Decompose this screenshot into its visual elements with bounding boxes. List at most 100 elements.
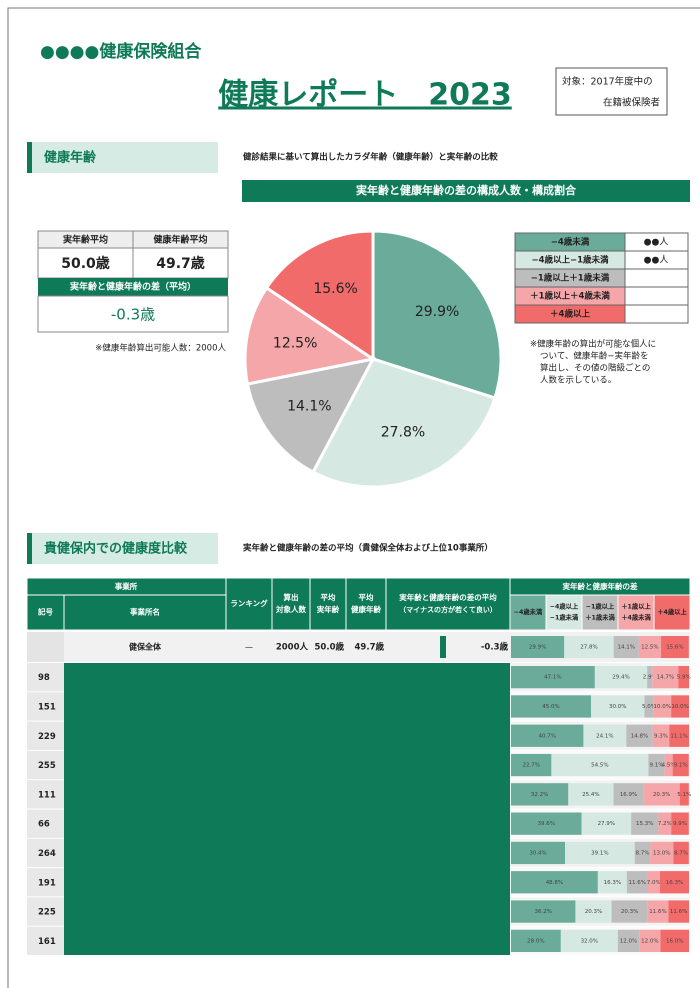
code-cell: [27, 897, 64, 926]
dist-segment: [568, 783, 614, 806]
chart-note: ※健康年齢の算出が可能な個人に: [530, 339, 656, 350]
chart-title-bar: [242, 180, 690, 202]
dist-label: 22.7%: [522, 763, 539, 769]
dist-header: −4歳以上: [550, 602, 579, 611]
dist-segment: [597, 871, 627, 894]
dist-segment: [594, 666, 648, 689]
row-code: 255: [38, 761, 56, 771]
diff-bar: [440, 636, 446, 658]
dist-segment: [678, 666, 689, 689]
column-header: 算出: [284, 592, 299, 602]
dist-segment: [617, 929, 640, 952]
total-code-cell: [27, 632, 64, 662]
chart-title: 実年齢と健康年齢の差の構成人数・構成割合: [356, 183, 577, 197]
pie-slice: [311, 357, 497, 489]
column-header: ランキング: [230, 598, 268, 608]
section-title: 健康年齢: [44, 150, 97, 166]
summary-diff-cell: [37, 295, 229, 333]
header-cell: [26, 594, 65, 631]
dist-segment: [653, 695, 672, 718]
summary-header: 健康年齢平均: [153, 234, 207, 246]
row-code: 111: [38, 790, 56, 800]
dist-segment: [668, 900, 689, 923]
dist-segment: [511, 871, 598, 894]
dist-segment: [611, 900, 648, 923]
row-code: 191: [38, 878, 56, 888]
dist-segment: [511, 812, 582, 835]
dist-header: −1歳未満: [550, 613, 579, 622]
dist-label: 32.2%: [531, 792, 548, 798]
dist-segment: [626, 871, 648, 894]
dist-label: 20.3%: [585, 909, 602, 915]
dist-segment: [631, 812, 659, 835]
row-code: 264: [38, 849, 56, 859]
pie-slice: [371, 229, 503, 400]
dist-label: 11.6%: [628, 880, 645, 886]
row-code: 229: [38, 732, 56, 742]
code-cell: [27, 750, 64, 780]
dist-segment: [650, 841, 674, 865]
dist-segment: [626, 724, 653, 747]
dist-segment: [581, 812, 632, 835]
pie-slice: [245, 356, 376, 475]
dist-segment: [664, 753, 673, 777]
dist-label: 39.6%: [538, 821, 555, 827]
dist-header: ＋4歳以上: [657, 607, 687, 616]
header-cell: [545, 594, 583, 631]
dist-label: 9.1%: [650, 763, 664, 769]
summary-value-cell: [37, 247, 134, 279]
dist-label: 14.7%: [657, 675, 674, 681]
dist-label: 13.0%: [653, 850, 670, 856]
pie-slice: [243, 285, 377, 386]
legend-label: ＋1歳以上＋4歳未満: [530, 291, 610, 302]
dist-label: 25.4%: [582, 792, 599, 798]
code-cell: [27, 926, 64, 955]
column-header: 実年齢と健康年齢の差の平均: [399, 592, 497, 602]
dist-segment: [648, 753, 665, 777]
dist-header: −1歳以上: [586, 602, 615, 611]
dist-label: 10.0%: [654, 704, 671, 710]
dist-label: 47.1%: [544, 675, 561, 681]
dist-label: 28.0%: [527, 938, 544, 944]
dist-segment: [511, 929, 561, 952]
group-header: 実年齢と健康年齢の差: [563, 581, 638, 591]
dist-segment: [644, 695, 654, 718]
dist-label: 15.6%: [666, 645, 683, 651]
dist-label: 45.0%: [542, 704, 559, 710]
dist-segment: [660, 929, 689, 952]
code-cell: [27, 868, 64, 897]
dist-segment: [613, 783, 644, 806]
column-header: 健康年齢: [351, 604, 381, 614]
dist-label: 20.3%: [653, 792, 670, 798]
chart-note: 人数を示している。: [540, 375, 616, 386]
row-code: 98: [38, 673, 50, 683]
total-age: 50.0歳: [315, 642, 345, 653]
legend-label: −4歳以上−1歳未満: [531, 255, 609, 266]
row-code: 66: [38, 820, 50, 830]
legend-label: ＋4歳以上: [550, 309, 590, 320]
dist-segment: [511, 724, 584, 747]
section-accent: [27, 533, 32, 564]
dist-label: 2.9%: [643, 675, 657, 681]
dist-segment: [564, 636, 614, 658]
legend-label: −4歳未満: [551, 237, 590, 248]
header-cell: [653, 594, 691, 631]
dist-segment: [643, 783, 680, 806]
dist-segment: [511, 783, 569, 806]
dist-label: 11.1%: [670, 733, 687, 739]
code-cell: [27, 721, 64, 750]
section-description: 実年齢と健康年齢の差の平均（貴健保全体および上位10事業所）: [243, 543, 493, 554]
header-cell: [271, 577, 311, 631]
summary-value: 50.0歳: [61, 255, 110, 272]
dist-label: 30.4%: [529, 850, 546, 856]
dist-header: ＋1歳未満: [585, 613, 615, 622]
dist-segment: [659, 871, 689, 894]
dist-label: 7.2%: [658, 821, 672, 827]
dist-segment: [511, 695, 592, 718]
dist-label: 32.0%: [581, 938, 598, 944]
dist-label: 5.0%: [642, 704, 656, 710]
section-label: [27, 142, 218, 173]
summary-diff: -0.3歳: [111, 306, 155, 324]
dist-segment: [511, 636, 565, 658]
